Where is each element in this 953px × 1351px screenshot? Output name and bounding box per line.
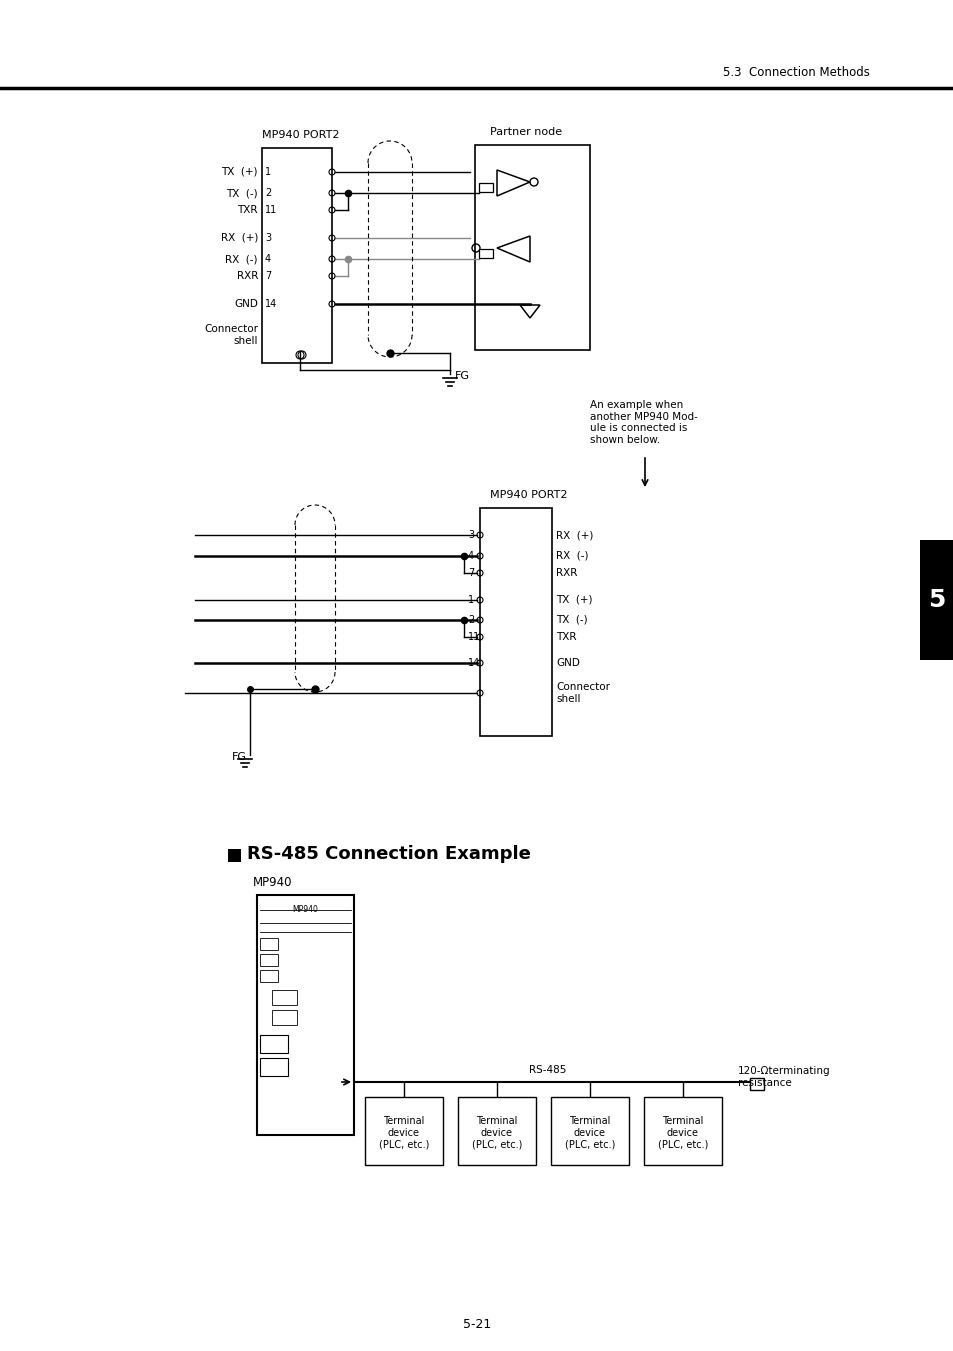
- Text: Terminal
device
(PLC, etc.): Terminal device (PLC, etc.): [658, 1116, 707, 1150]
- Bar: [228, 848, 241, 862]
- Bar: [479, 508, 552, 736]
- Text: RXR: RXR: [556, 567, 577, 578]
- Bar: [749, 1078, 763, 1090]
- Text: GND: GND: [233, 299, 257, 309]
- Bar: [365, 1097, 442, 1165]
- Text: RS-485: RS-485: [529, 1065, 566, 1075]
- Bar: [457, 1097, 536, 1165]
- Text: 1: 1: [468, 594, 474, 605]
- Bar: [260, 1058, 288, 1075]
- Text: FG: FG: [232, 753, 247, 762]
- Text: 14: 14: [265, 299, 277, 309]
- Text: TXR: TXR: [556, 632, 576, 642]
- Text: FG: FG: [455, 372, 470, 381]
- Text: 4: 4: [265, 254, 271, 263]
- Text: 11: 11: [468, 632, 479, 642]
- Text: MP940 PORT2: MP940 PORT2: [490, 490, 567, 500]
- Text: RX  (-): RX (-): [556, 551, 588, 561]
- Bar: [478, 249, 493, 258]
- Text: TX  (+): TX (+): [556, 594, 592, 605]
- Text: Terminal
device
(PLC, etc.): Terminal device (PLC, etc.): [378, 1116, 429, 1150]
- FancyBboxPatch shape: [919, 540, 953, 661]
- Bar: [260, 954, 277, 966]
- Text: TX  (-): TX (-): [226, 188, 257, 199]
- Bar: [262, 149, 332, 363]
- Bar: [272, 1011, 296, 1025]
- Text: 5-21: 5-21: [462, 1319, 491, 1332]
- Text: Terminal
device
(PLC, etc.): Terminal device (PLC, etc.): [564, 1116, 615, 1150]
- Text: GND: GND: [556, 658, 579, 667]
- Text: 2: 2: [265, 188, 271, 199]
- Text: 3: 3: [265, 232, 271, 243]
- Bar: [260, 1035, 288, 1052]
- Text: RX  (+): RX (+): [556, 530, 593, 540]
- Text: 2: 2: [468, 615, 474, 626]
- Text: Partner node: Partner node: [490, 127, 561, 136]
- Text: 5.3  Connection Methods: 5.3 Connection Methods: [722, 66, 869, 80]
- Text: MP940: MP940: [292, 905, 317, 913]
- Text: Connector
shell: Connector shell: [556, 682, 609, 704]
- Text: Terminal
device
(PLC, etc.): Terminal device (PLC, etc.): [472, 1116, 521, 1150]
- Bar: [643, 1097, 721, 1165]
- Text: An example when
another MP940 Mod-
ule is connected is
shown below.: An example when another MP940 Mod- ule i…: [589, 400, 698, 444]
- Text: RX  (+): RX (+): [220, 232, 257, 243]
- Text: 14: 14: [468, 658, 479, 667]
- Bar: [551, 1097, 628, 1165]
- Text: 5: 5: [927, 588, 944, 612]
- Text: 7: 7: [265, 272, 271, 281]
- Text: TX  (+): TX (+): [221, 168, 257, 177]
- Text: 11: 11: [265, 205, 277, 215]
- Bar: [260, 938, 277, 950]
- Text: 7: 7: [468, 567, 474, 578]
- Text: RXR: RXR: [236, 272, 257, 281]
- Text: TX  (-): TX (-): [556, 615, 587, 626]
- Bar: [475, 145, 589, 350]
- Text: MP940: MP940: [253, 875, 293, 889]
- Text: MP940 PORT2: MP940 PORT2: [262, 130, 339, 141]
- Text: RS-485 Connection Example: RS-485 Connection Example: [247, 844, 530, 863]
- Text: TXR: TXR: [237, 205, 257, 215]
- Text: Connector
shell: Connector shell: [204, 324, 257, 346]
- Text: 4: 4: [468, 551, 474, 561]
- Bar: [260, 970, 277, 982]
- Text: 120-Ωterminating
resistance: 120-Ωterminating resistance: [738, 1066, 830, 1088]
- Bar: [272, 990, 296, 1005]
- Bar: [478, 182, 493, 192]
- Text: RX  (-): RX (-): [225, 254, 257, 263]
- Text: 1: 1: [265, 168, 271, 177]
- Text: 3: 3: [468, 530, 474, 540]
- Bar: [256, 894, 354, 1135]
